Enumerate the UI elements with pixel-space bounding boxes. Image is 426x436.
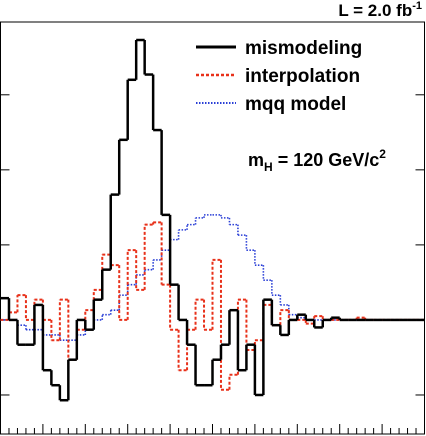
luminosity-sup: -1 — [412, 0, 422, 12]
mass-sup: 2 — [379, 147, 386, 161]
mass-rest: = 120 GeV/c — [273, 150, 380, 170]
legend-label: interpolation — [245, 66, 360, 87]
luminosity-text: L = 2.0 fb — [338, 1, 412, 20]
legend-label: mismodeling — [245, 38, 362, 59]
mass-label: mH = 120 GeV/c2 — [248, 147, 386, 174]
mass-text: m — [248, 150, 264, 170]
legend-label: mqq model — [245, 94, 346, 115]
luminosity-label: L = 2.0 fb-1 — [338, 0, 422, 20]
mass-sub: H — [264, 160, 273, 174]
